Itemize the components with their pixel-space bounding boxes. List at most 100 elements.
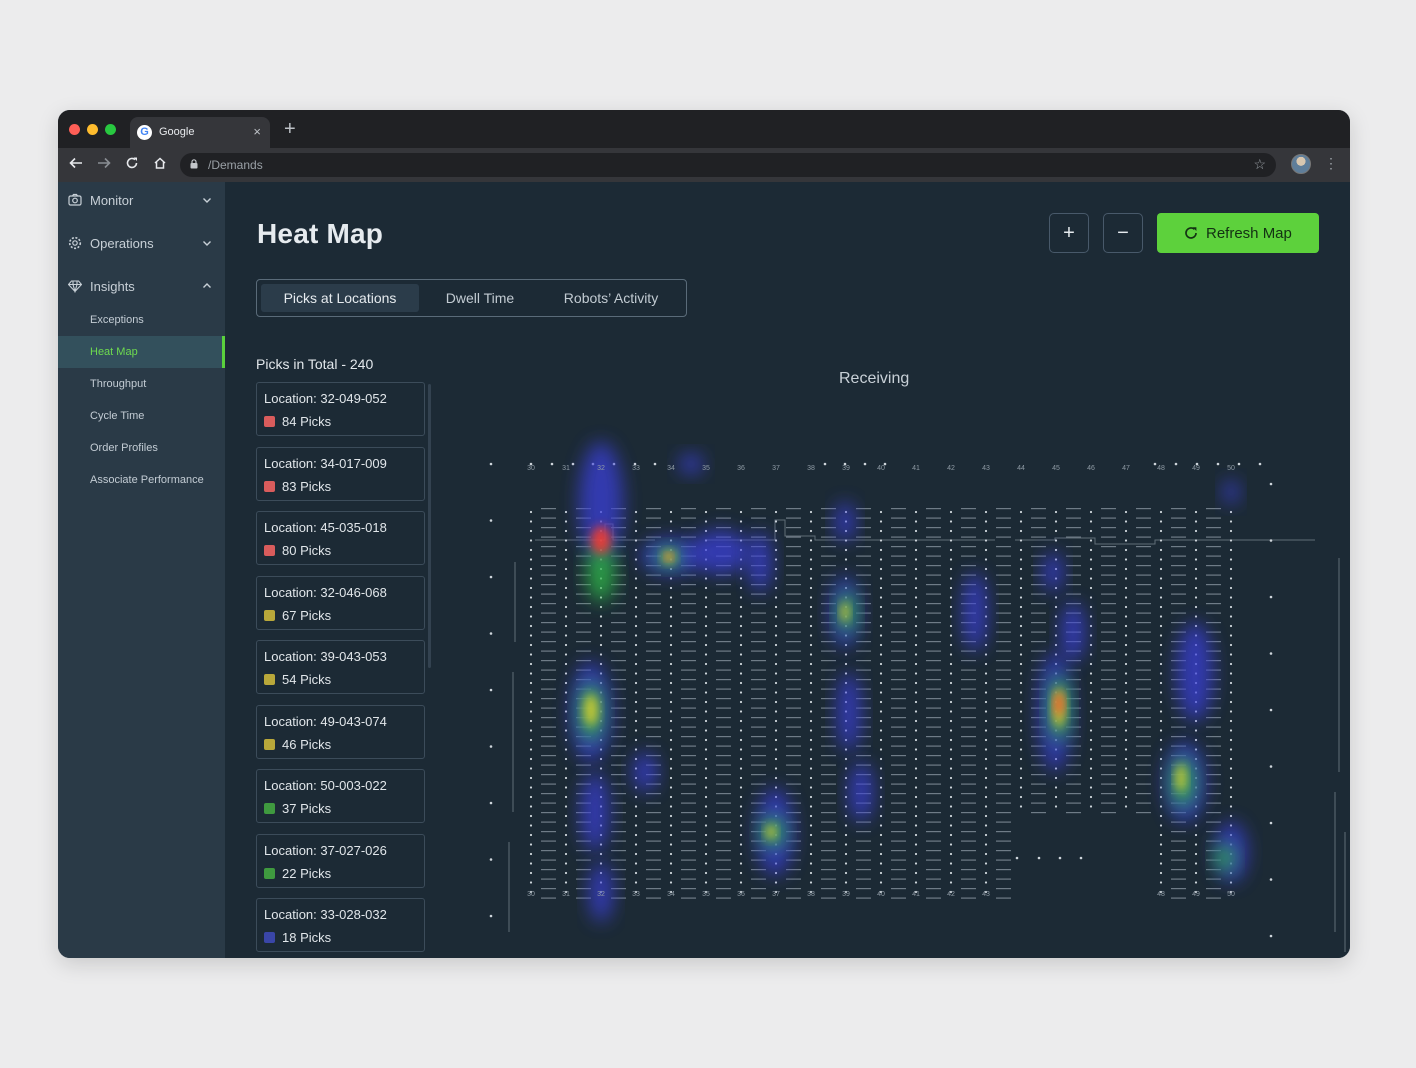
rack-bin (1031, 698, 1046, 700)
rack-bin (961, 546, 976, 548)
rack-location-dot (809, 672, 813, 675)
perimeter-dot (1269, 934, 1273, 938)
sidebar-group-label: Monitor (90, 193, 134, 208)
rack-location-dot (1229, 624, 1233, 628)
reload-icon[interactable] (124, 156, 140, 174)
location-list-scrollbar[interactable] (428, 384, 431, 668)
view-tabs: Picks at Locations Dwell Time Robots’ Ac… (256, 279, 687, 317)
rack-bin (1171, 527, 1186, 529)
rack-location-dot (1159, 833, 1163, 837)
tab-picks-at-locations[interactable]: Picks at Locations (261, 284, 419, 312)
rack-bin (716, 726, 731, 728)
close-window-button[interactable] (69, 124, 80, 135)
rack-bin (786, 707, 801, 709)
zoom-out-button[interactable]: − (1103, 213, 1143, 253)
sidebar-group-monitor[interactable]: Monitor (58, 185, 225, 215)
location-card[interactable]: Location: 37-027-026 22 Picks (256, 834, 425, 888)
rack-location-dot (739, 824, 743, 827)
minimize-window-button[interactable] (87, 124, 98, 135)
aisle-label: 34 (667, 891, 675, 898)
bookmark-star-icon[interactable]: ☆ (1253, 156, 1266, 172)
aisle-label: 43 (982, 465, 990, 472)
close-tab-icon[interactable]: × (253, 124, 261, 139)
rack-bin (541, 764, 556, 766)
warehouse-heat-map[interactable]: 30 31 32 33 34 35 36 37 38 39 40 41 42 43 44 45 46 47 48 49… (455, 412, 1350, 958)
rack-location-dot (1019, 653, 1023, 656)
rack-location-dot (914, 710, 918, 713)
profile-avatar[interactable] (1291, 154, 1311, 174)
sidebar-item-throughput[interactable]: Throughput (58, 368, 225, 400)
rack-location-dot (809, 577, 813, 580)
sidebar-group-insights[interactable]: Insights (58, 271, 225, 301)
rack-bin (716, 669, 731, 671)
rack-location-dot (879, 691, 883, 694)
rack-location-dot (914, 653, 918, 656)
rack-bin (856, 555, 871, 557)
sidebar-group-operations[interactable]: Operations (58, 228, 225, 258)
rack-location-dot (949, 862, 953, 865)
browser-menu-icon[interactable]: ⋮ (1324, 155, 1338, 171)
sidebar-item-associate-performance[interactable]: Associate Performance (58, 464, 225, 496)
home-icon[interactable] (152, 156, 168, 174)
back-arrow-icon[interactable] (68, 156, 84, 174)
rack-bin (1101, 650, 1116, 652)
rack-location-dot (809, 634, 813, 637)
location-card[interactable]: Location: 32-049-052 84 Picks (256, 382, 425, 436)
rack-location-dot (529, 719, 533, 723)
rack-location-dot (914, 596, 918, 599)
rack-bin (1206, 698, 1221, 700)
location-card[interactable]: Location: 32-046-068 67 Picks (256, 576, 425, 630)
refresh-map-button[interactable]: Refresh Map (1157, 213, 1319, 253)
google-favicon-icon: G (137, 125, 152, 140)
rack-location-dot (704, 577, 708, 580)
location-card[interactable]: Location: 33-028-032 18 Picks (256, 898, 425, 952)
heat-swatch (264, 674, 275, 685)
rack-bin (1206, 660, 1221, 662)
sidebar-item-cycle-time[interactable]: Cycle Time (58, 400, 225, 432)
tab-robots-activity[interactable]: Robots’ Activity (563, 290, 659, 306)
rack-bin (856, 745, 871, 747)
rack-bin (646, 736, 661, 738)
zoom-in-button[interactable]: + (1049, 213, 1089, 253)
sidebar-item-exceptions[interactable]: Exceptions (58, 304, 225, 336)
url-field[interactable]: /Demands ☆ (180, 153, 1276, 177)
rack-bin (646, 821, 661, 823)
tab-dwell-time[interactable]: Dwell Time (445, 290, 515, 306)
rack-location-dot (1159, 653, 1163, 656)
new-tab-button[interactable]: + (284, 118, 296, 140)
rack-bin (891, 736, 906, 738)
rack-bin (856, 897, 871, 899)
rack-bin (716, 527, 731, 529)
rack-bin (926, 508, 941, 510)
maximize-window-button[interactable] (105, 124, 116, 135)
location-card[interactable]: Location: 45-035-018 80 Picks (256, 511, 425, 565)
forward-arrow-icon[interactable] (96, 156, 112, 174)
rack-bin (821, 897, 836, 899)
rack-bin (1031, 622, 1046, 624)
location-card[interactable]: Location: 39-043-053 54 Picks (256, 640, 425, 694)
sidebar-item-label: Cycle Time (90, 410, 145, 422)
rack-location-dot (949, 776, 953, 780)
rack-location-dot (1019, 577, 1023, 580)
location-card[interactable]: Location: 34-017-009 83 Picks (256, 447, 425, 501)
rack-location-dot (669, 843, 673, 846)
rack-bin (1101, 774, 1116, 776)
rack-location-dot (634, 653, 638, 656)
rack-bin (681, 745, 696, 747)
rack-bin (1171, 565, 1186, 567)
rack-bin (1136, 793, 1151, 795)
rack-bin (576, 603, 591, 605)
rack-location-dot (774, 729, 778, 732)
rack-location-dot (704, 748, 708, 751)
location-card[interactable]: Location: 50-003-022 37 Picks (256, 769, 425, 823)
rack-location-dot (739, 767, 743, 770)
sidebar-item-heat-map[interactable]: Heat Map (58, 336, 225, 368)
sidebar-item-order-profiles[interactable]: Order Profiles (58, 432, 225, 464)
rack-bin (1136, 650, 1151, 652)
location-card[interactable]: Location: 49-043-074 46 Picks (256, 705, 425, 759)
rack-bin (681, 812, 696, 814)
browser-tab[interactable]: G Google × (130, 117, 270, 148)
rack-bin (611, 859, 626, 861)
rack-bin (611, 755, 626, 757)
rack-bin (926, 593, 941, 595)
